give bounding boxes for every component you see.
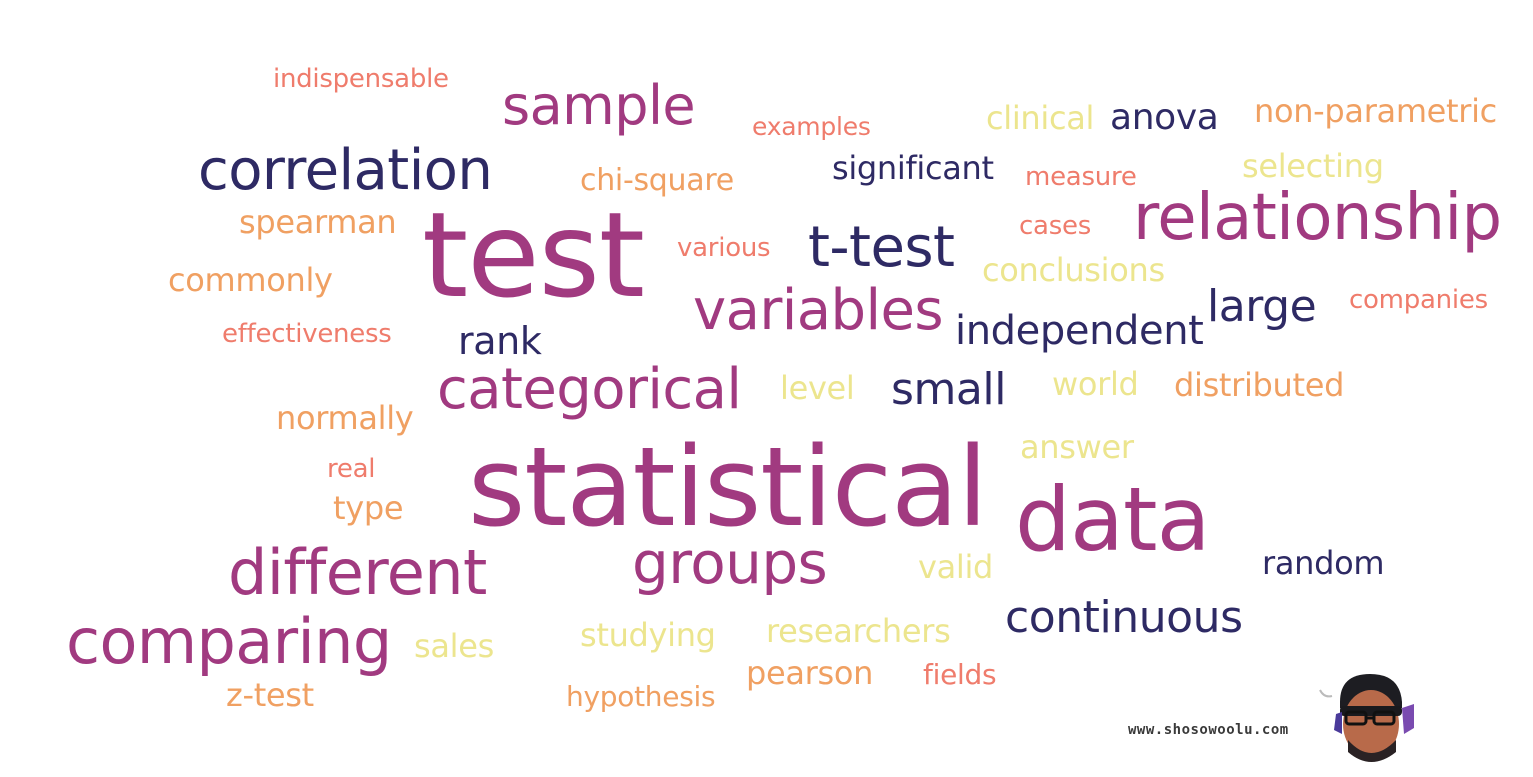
- watermark-url: www.shosowoolu.com: [1128, 722, 1289, 738]
- site-watermark: www.shosowoolu.com: [1122, 668, 1422, 768]
- word-level: level: [780, 369, 855, 407]
- word-variables: variables: [693, 278, 944, 343]
- word-groups: groups: [632, 529, 828, 597]
- word-conclusions: conclusions: [982, 251, 1165, 289]
- word-non-parametric: non-parametric: [1254, 92, 1497, 130]
- word-different: different: [228, 536, 487, 609]
- word-z-test: z-test: [226, 676, 314, 714]
- word-world: world: [1052, 365, 1139, 403]
- word-companies: companies: [1349, 285, 1488, 315]
- word-researchers: researchers: [766, 612, 951, 650]
- word-examples: examples: [752, 112, 871, 141]
- word-spearman: spearman: [239, 203, 397, 241]
- word-various: various: [677, 233, 771, 263]
- word-fields: fields: [923, 658, 997, 691]
- word-clinical: clinical: [986, 99, 1095, 137]
- word-random: random: [1262, 544, 1385, 582]
- word-anova: anova: [1110, 97, 1219, 138]
- word-test: test: [422, 186, 645, 324]
- word-relationship: relationship: [1133, 181, 1502, 255]
- word-t-test: t-test: [808, 215, 955, 280]
- word-answer: answer: [1020, 428, 1134, 466]
- word-valid: valid: [918, 548, 994, 586]
- word-commonly: commonly: [168, 261, 333, 299]
- word-type: type: [333, 489, 404, 527]
- word-chi-square: chi-square: [580, 163, 734, 198]
- word-normally: normally: [276, 399, 414, 437]
- word-hypothesis: hypothesis: [566, 680, 716, 713]
- person-avatar-icon: [1319, 674, 1414, 762]
- word-data: data: [1015, 468, 1211, 571]
- word-rank: rank: [458, 319, 542, 363]
- word-studying: studying: [580, 616, 716, 654]
- word-real: real: [327, 454, 376, 484]
- word-independent: independent: [955, 308, 1204, 354]
- word-measure: measure: [1025, 162, 1137, 192]
- word-selecting: selecting: [1242, 147, 1384, 185]
- word-small: small: [891, 364, 1006, 415]
- word-distributed: distributed: [1174, 366, 1345, 404]
- word-comparing: comparing: [66, 605, 392, 678]
- word-continuous: continuous: [1005, 592, 1243, 643]
- word-categorical: categorical: [437, 357, 742, 422]
- word-sales: sales: [414, 627, 494, 665]
- word-significant: significant: [832, 149, 994, 187]
- word-effectiveness: effectiveness: [222, 319, 392, 349]
- word-statistical: statistical: [468, 423, 988, 551]
- word-indispensable: indispensable: [273, 64, 449, 94]
- word-large: large: [1207, 281, 1317, 332]
- word-cases: cases: [1019, 211, 1092, 241]
- word-pearson: pearson: [746, 654, 874, 692]
- word-correlation: correlation: [198, 138, 493, 203]
- word-sample: sample: [502, 74, 696, 137]
